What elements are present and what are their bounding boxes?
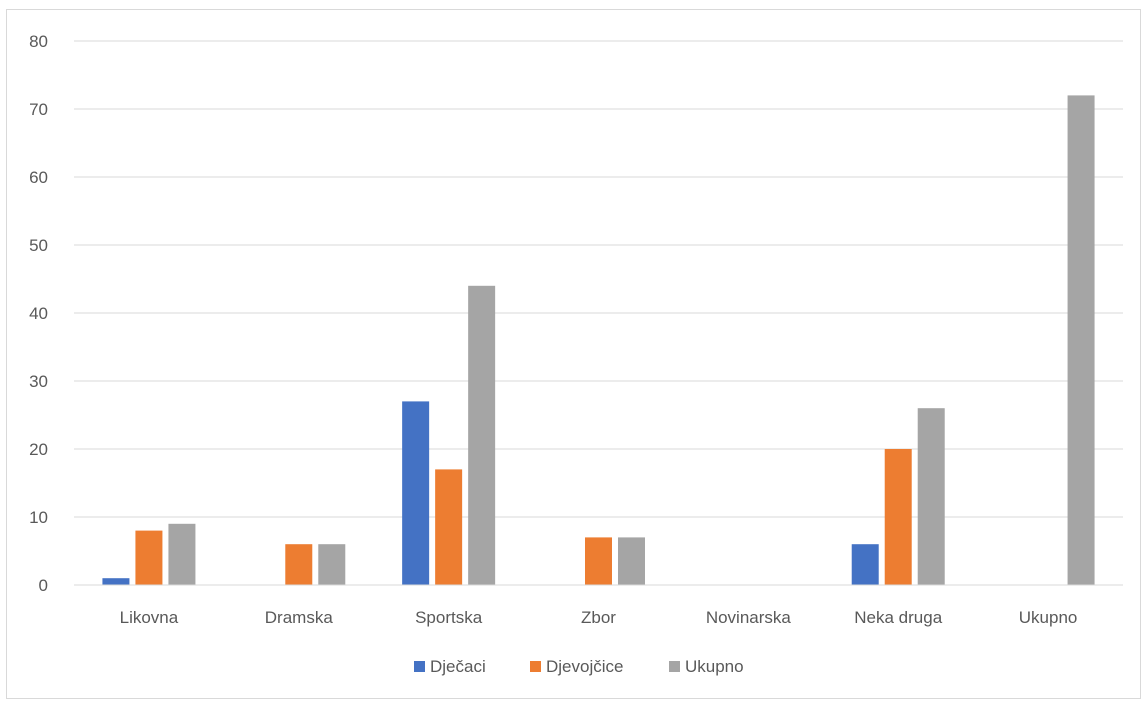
bar-neka-druga-series-2 [917,408,945,585]
legend: Dječaci Djevojčice Ukupno [414,657,744,676]
bar-sportska-series-2 [468,285,496,585]
y-tick-label: 40 [29,304,48,323]
y-tick-label: 80 [29,32,48,51]
bar-sportska-series-1 [435,469,463,585]
x-tick-label: Sportska [415,608,483,627]
bar-sportska-series-0 [402,401,430,585]
legend-label: Ukupno [685,657,744,676]
legend-label: Djevojčice [546,657,623,676]
bar-zbor-series-1 [585,537,612,585]
bar-neka-druga-series-0 [851,544,879,585]
y-tick-label: 60 [29,168,48,187]
bar-likovna-series-1 [135,530,163,585]
y-tick-label: 0 [39,576,48,595]
bar-neka-druga-series-1 [884,449,912,585]
x-tick-label: Likovna [120,608,179,627]
legend-swatch [669,661,680,672]
y-tick-label: 70 [29,100,48,119]
x-axis-tick-labels: Likovna Dramska Sportska Zbor Novinarska Neka… [120,608,1078,627]
bar-likovna-series-0 [102,578,130,585]
y-axis-tick-labels: 0 10 20 30 40 50 60 70 80 [29,32,48,595]
bar-likovna-series-2 [168,523,196,585]
x-tick-label: Dramska [265,608,334,627]
x-tick-label: Neka druga [854,608,942,627]
y-tick-label: 10 [29,508,48,527]
bar-ukupno-series-2 [1067,95,1095,586]
y-tick-label: 30 [29,372,48,391]
legend-label: Dječaci [430,657,486,676]
x-tick-label: Novinarska [706,608,792,627]
gridlines [74,40,1123,518]
legend-swatch [530,661,541,672]
bar-dramska-series-2 [318,544,346,585]
bars [102,95,1095,586]
y-tick-label: 50 [29,236,48,255]
x-tick-label: Ukupno [1019,608,1078,627]
bar-dramska-series-1 [285,544,313,585]
y-tick-label: 20 [29,440,48,459]
bar-zbor-series-2 [618,537,645,585]
legend-swatch [414,661,425,672]
x-tick-label: Zbor [581,608,616,627]
